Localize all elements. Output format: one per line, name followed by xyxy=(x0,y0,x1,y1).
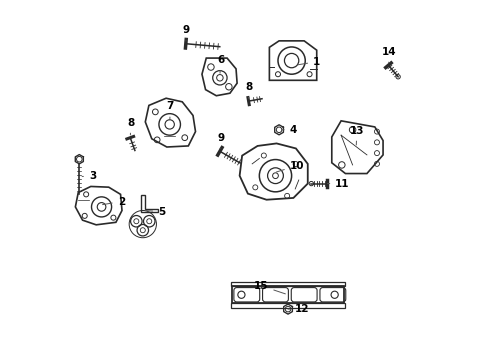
Text: 15: 15 xyxy=(254,281,285,294)
Text: 13: 13 xyxy=(350,126,364,145)
Text: 8: 8 xyxy=(127,118,135,135)
Text: 5: 5 xyxy=(146,207,166,217)
Text: 4: 4 xyxy=(282,125,297,135)
Text: 14: 14 xyxy=(382,46,396,63)
Text: 12: 12 xyxy=(288,304,310,314)
Text: 11: 11 xyxy=(327,179,350,189)
Text: 9: 9 xyxy=(217,133,224,149)
Text: 8: 8 xyxy=(245,82,253,98)
Text: 2: 2 xyxy=(102,197,125,207)
Text: 7: 7 xyxy=(167,102,174,120)
Text: 9: 9 xyxy=(183,25,190,41)
Text: 10: 10 xyxy=(276,161,304,172)
Text: 3: 3 xyxy=(82,171,96,181)
Text: 6: 6 xyxy=(217,55,224,73)
Text: 1: 1 xyxy=(298,57,320,67)
